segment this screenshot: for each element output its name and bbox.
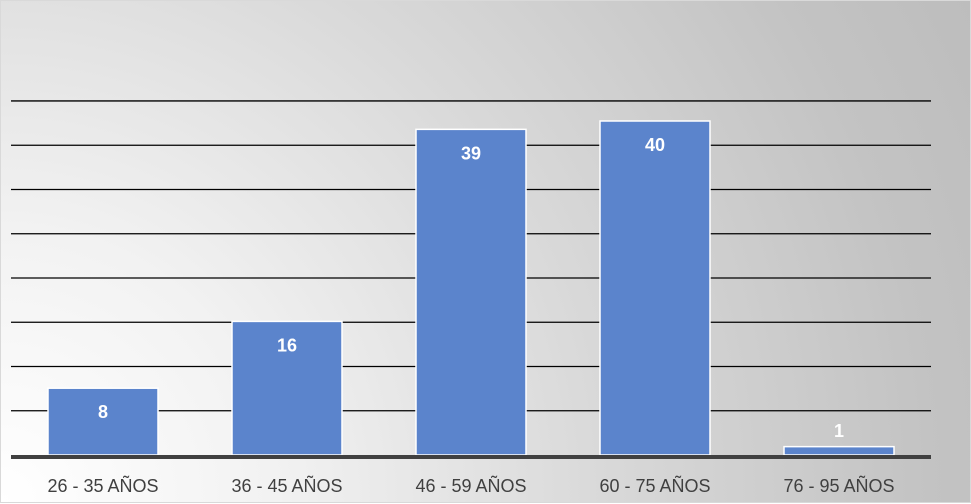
category-labels: 26 - 35 AÑOS 36 - 45 AÑOS 46 - 59 AÑOS 60 -…: [47, 475, 894, 496]
bar-3: [599, 120, 711, 456]
bar-0: [47, 387, 159, 456]
category-label-4: 76 - 95 AÑOS: [783, 475, 894, 496]
category-label-1: 36 - 45 AÑOS: [231, 475, 342, 496]
bar-2: [415, 128, 527, 456]
data-label-2: 39: [461, 143, 481, 163]
bars: [47, 120, 895, 456]
data-labels: 8 16 39 40 1: [98, 135, 844, 441]
data-label-1: 16: [277, 335, 297, 355]
bar-4: [783, 445, 895, 456]
data-label-4: 1: [834, 421, 844, 441]
category-label-0: 26 - 35 AÑOS: [47, 475, 158, 496]
bar-1: [231, 320, 343, 456]
category-label-3: 60 - 75 AÑOS: [599, 475, 710, 496]
data-label-0: 8: [98, 402, 108, 422]
category-label-2: 46 - 59 AÑOS: [415, 475, 526, 496]
data-label-3: 40: [645, 135, 665, 155]
